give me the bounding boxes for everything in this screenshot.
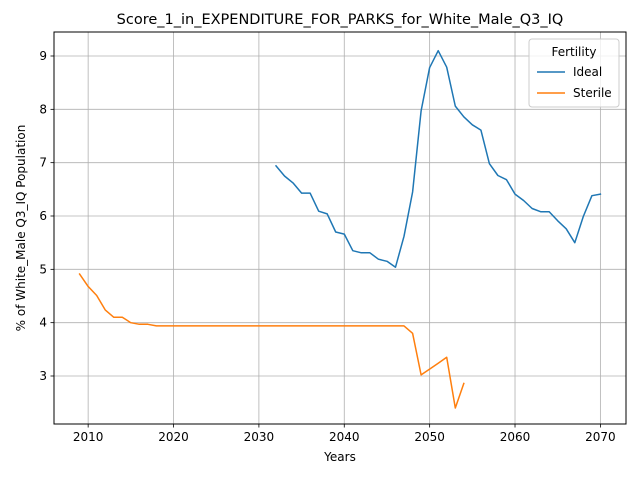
y-tick-label: 6	[39, 209, 47, 223]
series-layer	[78, 49, 602, 409]
y-tick-label: 9	[39, 49, 47, 63]
y-axis-label: % of White_Male Q3_IQ Population	[14, 125, 28, 332]
legend: Fertility Ideal Sterile	[528, 38, 620, 108]
x-axis-ticks: 2010 2020 2030 2040 2050 2060 2070	[73, 424, 616, 444]
legend-label-sterile: Sterile	[573, 86, 612, 100]
y-tick-label: 5	[39, 262, 47, 276]
plot-frame	[53, 31, 627, 425]
series-line-sterile	[78, 273, 465, 409]
chart-title: Score_1_in_EXPENDITURE_FOR_PARKS_for_Whi…	[117, 12, 564, 28]
x-tick-label: 2010	[73, 430, 104, 444]
legend-items: Ideal Sterile	[537, 65, 612, 100]
y-tick-label: 4	[39, 316, 47, 330]
series-line-ideal	[274, 49, 602, 268]
x-axis-label: Years	[323, 450, 356, 464]
x-tick-label: 2020	[158, 430, 189, 444]
x-tick-label: 2060	[500, 430, 531, 444]
y-tick-label: 8	[39, 102, 47, 116]
legend-title: Fertility	[551, 45, 596, 59]
x-tick-label: 2070	[585, 430, 616, 444]
x-tick-label: 2040	[329, 430, 360, 444]
grid	[54, 32, 626, 424]
legend-label-ideal: Ideal	[573, 65, 602, 79]
y-tick-label: 3	[39, 369, 47, 383]
y-axis-ticks: 3 4 5 6 7 8 9	[39, 49, 54, 383]
x-tick-label: 2030	[244, 430, 275, 444]
x-tick-label: 2050	[414, 430, 445, 444]
y-tick-label: 7	[39, 156, 47, 170]
legend-box	[528, 38, 620, 108]
